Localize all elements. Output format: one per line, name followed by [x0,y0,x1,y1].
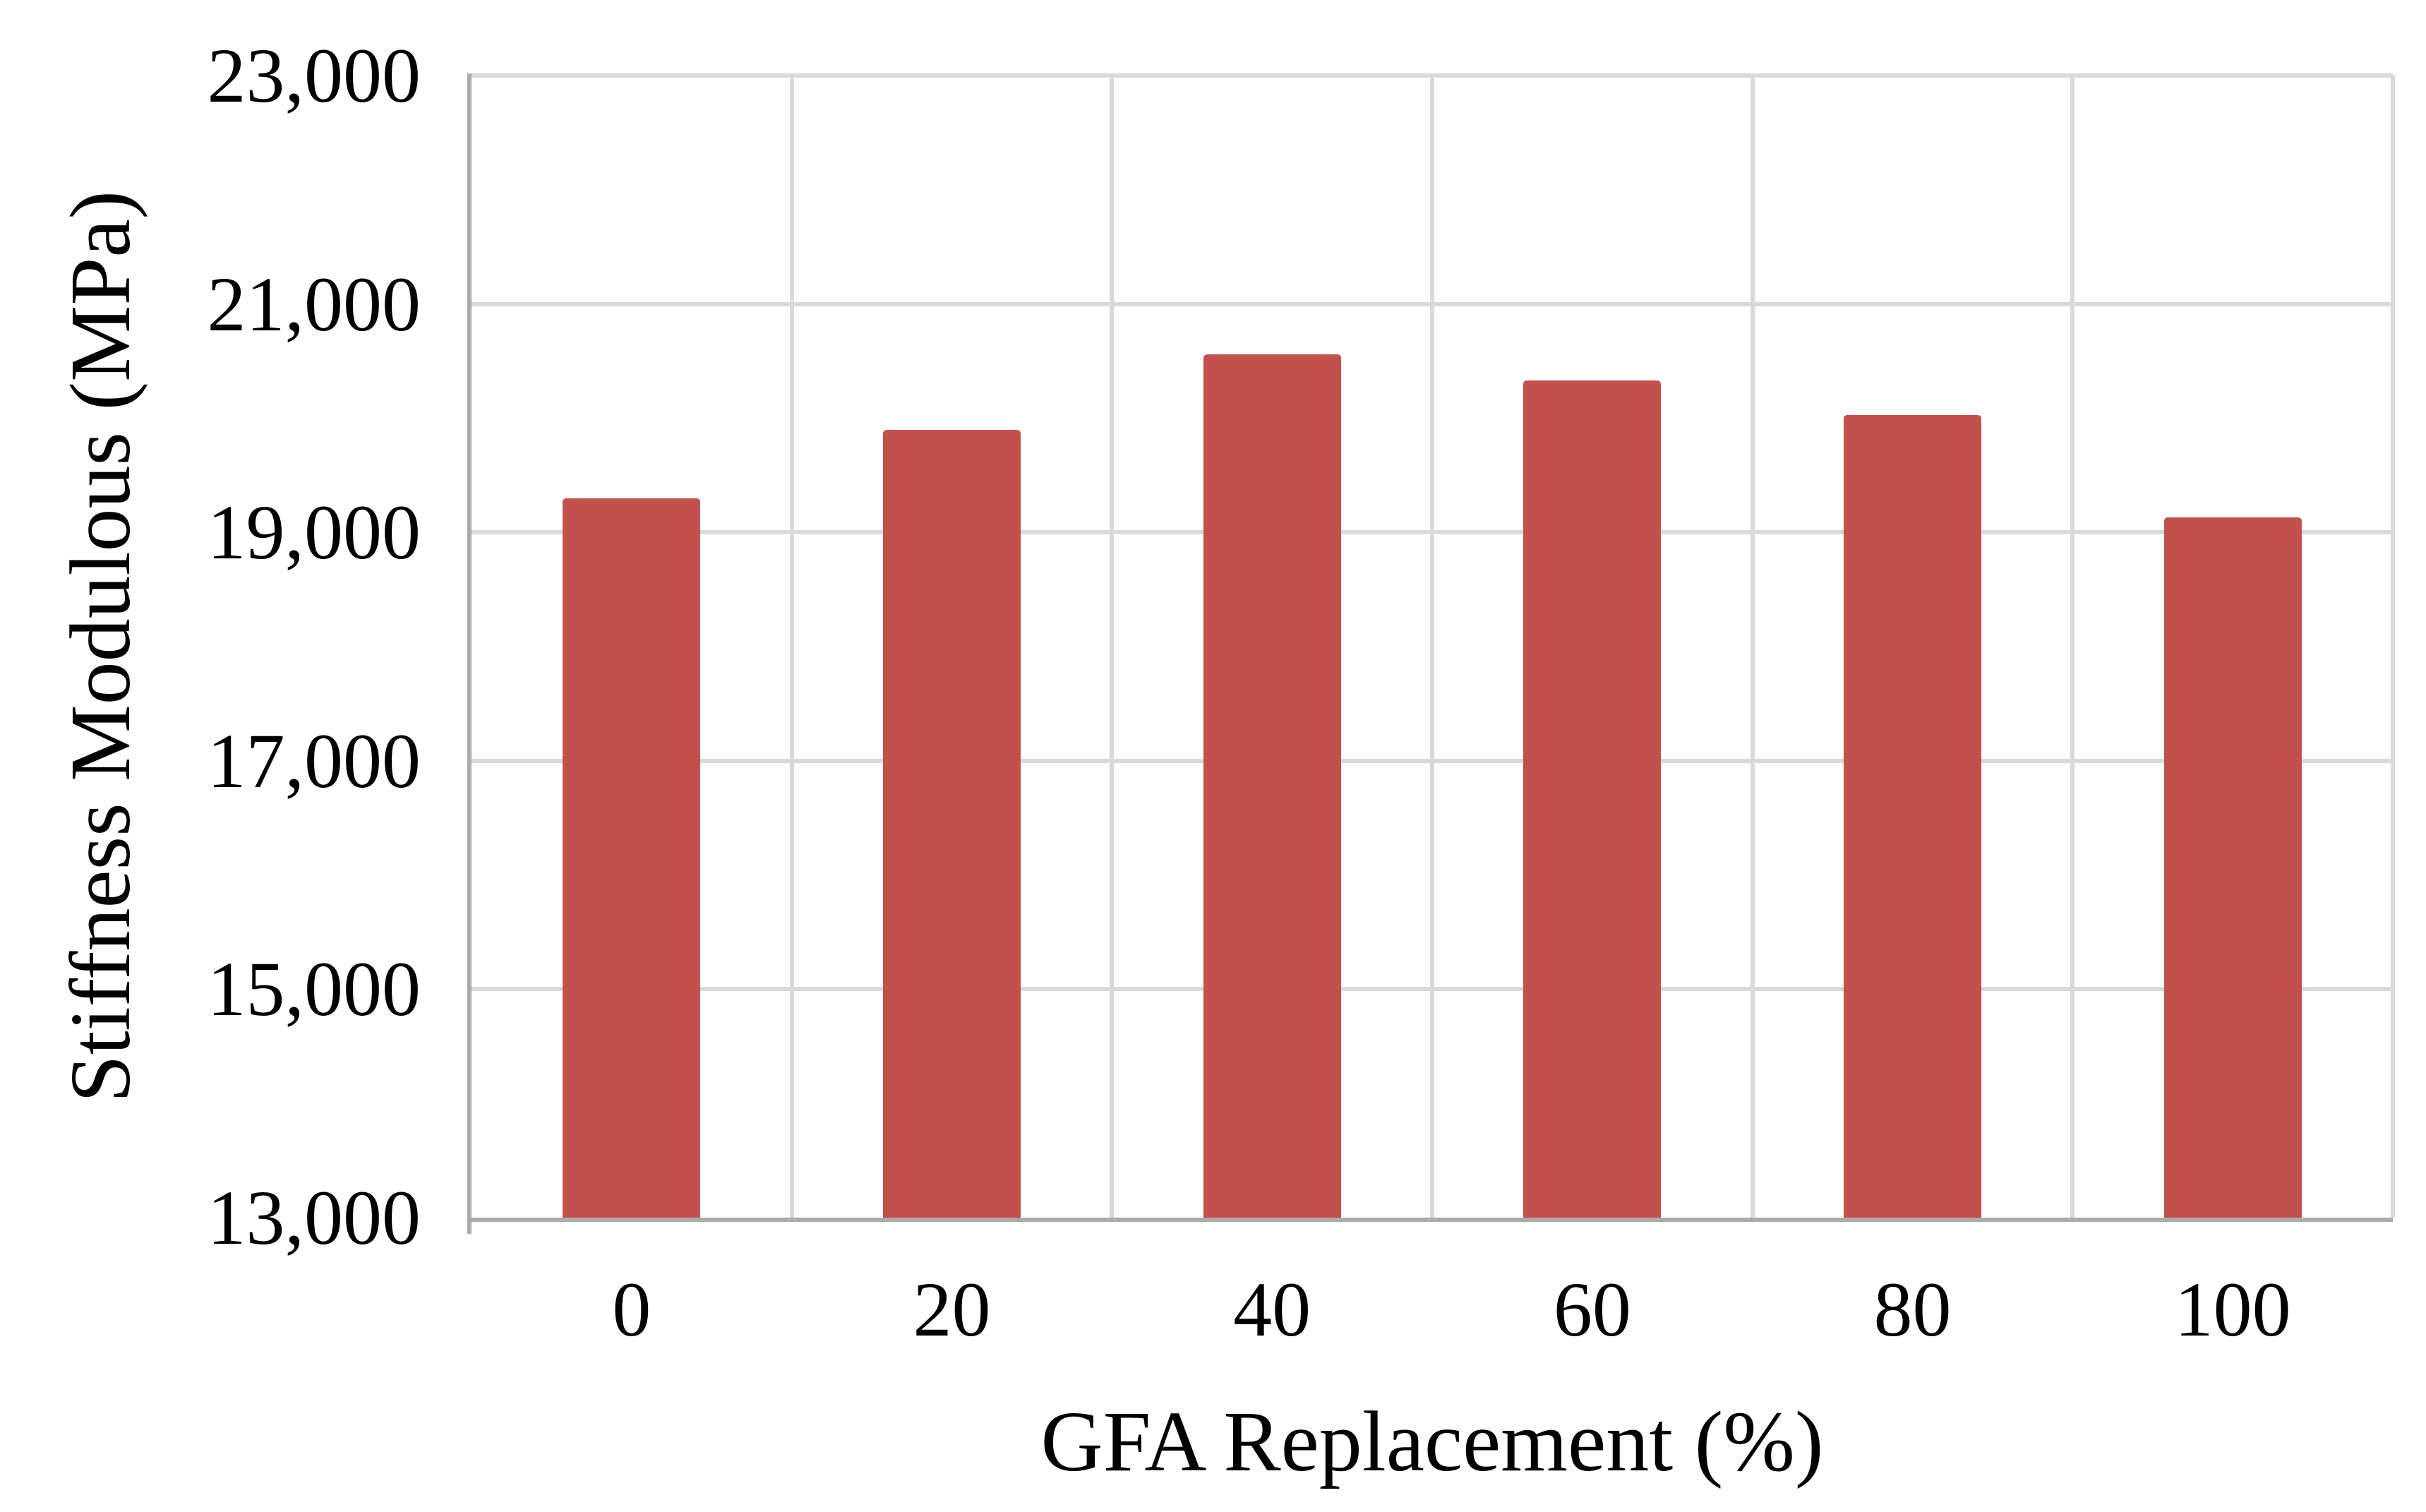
y-tick-label: 19,000 [207,489,421,576]
bar-0 [563,498,701,1218]
bar-60 [1523,380,1662,1218]
bar-100 [2163,517,2302,1218]
vertical-gridline [789,76,794,1218]
plot-area [467,73,2395,1234]
x-tick-label: 0 [612,1266,651,1352]
bar-80 [1843,414,1982,1218]
y-tick-label: 15,000 [207,946,421,1033]
x-tick-label: 60 [1553,1266,1631,1352]
x-axis-line [467,1218,2393,1222]
vertical-gridline [2391,76,2395,1218]
vertical-gridline [2070,76,2075,1218]
x-axis-title: GFA Replacement (%) [1040,1394,1824,1489]
vertical-gridline [1110,76,1115,1218]
x-tick-label: 40 [1233,1266,1311,1352]
x-tick-label: 20 [913,1266,991,1352]
x-axis-tick-labels: 0 20 40 60 80 100 [472,1249,2393,1369]
x-tick-label: 100 [2174,1266,2291,1352]
vertical-gridline [1430,76,1434,1218]
y-axis-tick-labels: 13,000 15,000 17,000 19,000 21,000 23,000 [0,37,421,1256]
y-tick-label: 17,000 [207,717,421,804]
y-tick-label: 23,000 [207,32,421,119]
vertical-gridline [1750,76,1755,1218]
bar-20 [882,429,1021,1218]
y-tick-label: 21,000 [207,260,421,347]
y-axis-line [467,73,472,1234]
bar-40 [1203,354,1341,1218]
x-tick-label: 80 [1873,1266,1952,1352]
y-tick-label: 13,000 [207,1175,421,1261]
